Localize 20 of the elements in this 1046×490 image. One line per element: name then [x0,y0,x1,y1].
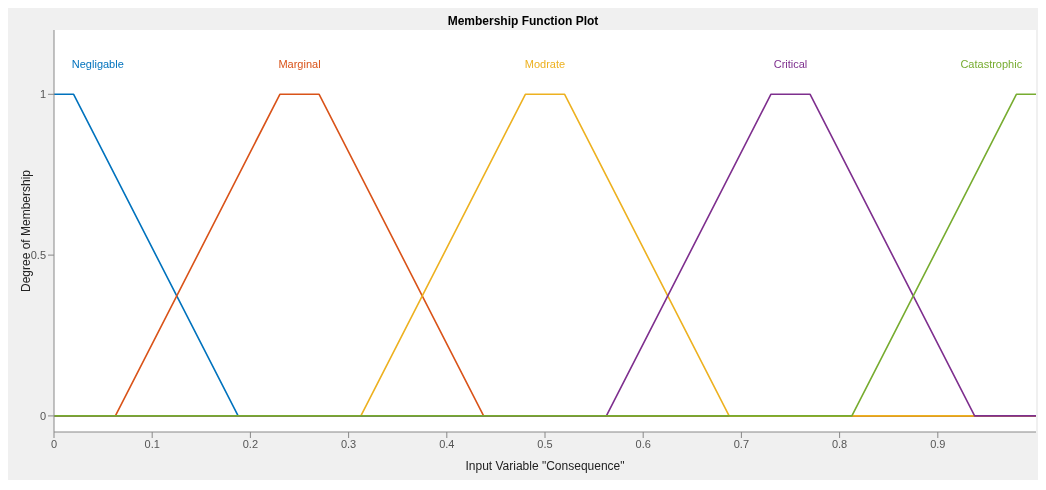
x-tick-label: 0.3 [340,437,357,450]
y-tick-label: 0 [39,409,46,422]
x-tick-label: 0.1 [144,437,160,450]
text: Modrate [524,57,566,70]
chart-title: Membership Function Plot [446,13,600,30]
text: Critical [773,57,808,70]
x-tick-label: 0.2 [242,437,259,450]
text: Catastrophic [960,57,1023,70]
x-tick-label: 0.6 [635,437,651,450]
text: Negligable [71,57,124,70]
y-tick-label: 1 [39,88,46,101]
y-tick-label: 0.5 [30,249,46,262]
x-tick-label: 0.5 [537,437,553,450]
x-tick-label: 0.9 [930,437,946,450]
x-tick-label: 0.7 [733,437,750,450]
x-tick-label: 0 [50,437,58,450]
x-axis-title: Input Variable "Consequence" [465,459,625,473]
text: Marginal [278,57,321,70]
x-tick-label: 0.4 [439,437,455,450]
x-tick-label: 0.8 [831,437,848,450]
